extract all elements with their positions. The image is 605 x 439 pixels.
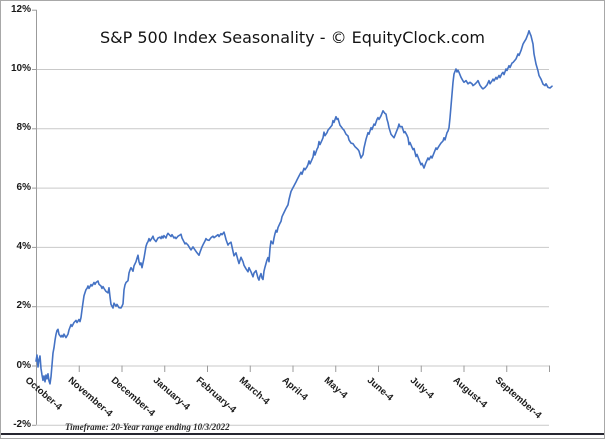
y-tick-label-10%: 10%: [10, 63, 31, 74]
y-tick-label-2%: 2%: [16, 300, 31, 312]
y-tick-label-0%: 0%: [16, 359, 31, 371]
y-tick-label--2%: -2%: [13, 418, 31, 430]
bottom-border-bar: [1, 433, 604, 435]
chart-title: S&P 500 Index Seasonality - © EquityCloc…: [100, 28, 485, 47]
timeframe-note: Timeframe: 20-Year range ending 10/3/202…: [65, 422, 230, 432]
y-tick-label-6%: 6%: [16, 181, 31, 193]
y-tick-label-8%: 8%: [16, 122, 31, 134]
y-tick-label-4%: 4%: [16, 240, 31, 252]
seasonality-line-series: [35, 29, 553, 385]
y-tick-label-12%: 12%: [10, 3, 31, 15]
